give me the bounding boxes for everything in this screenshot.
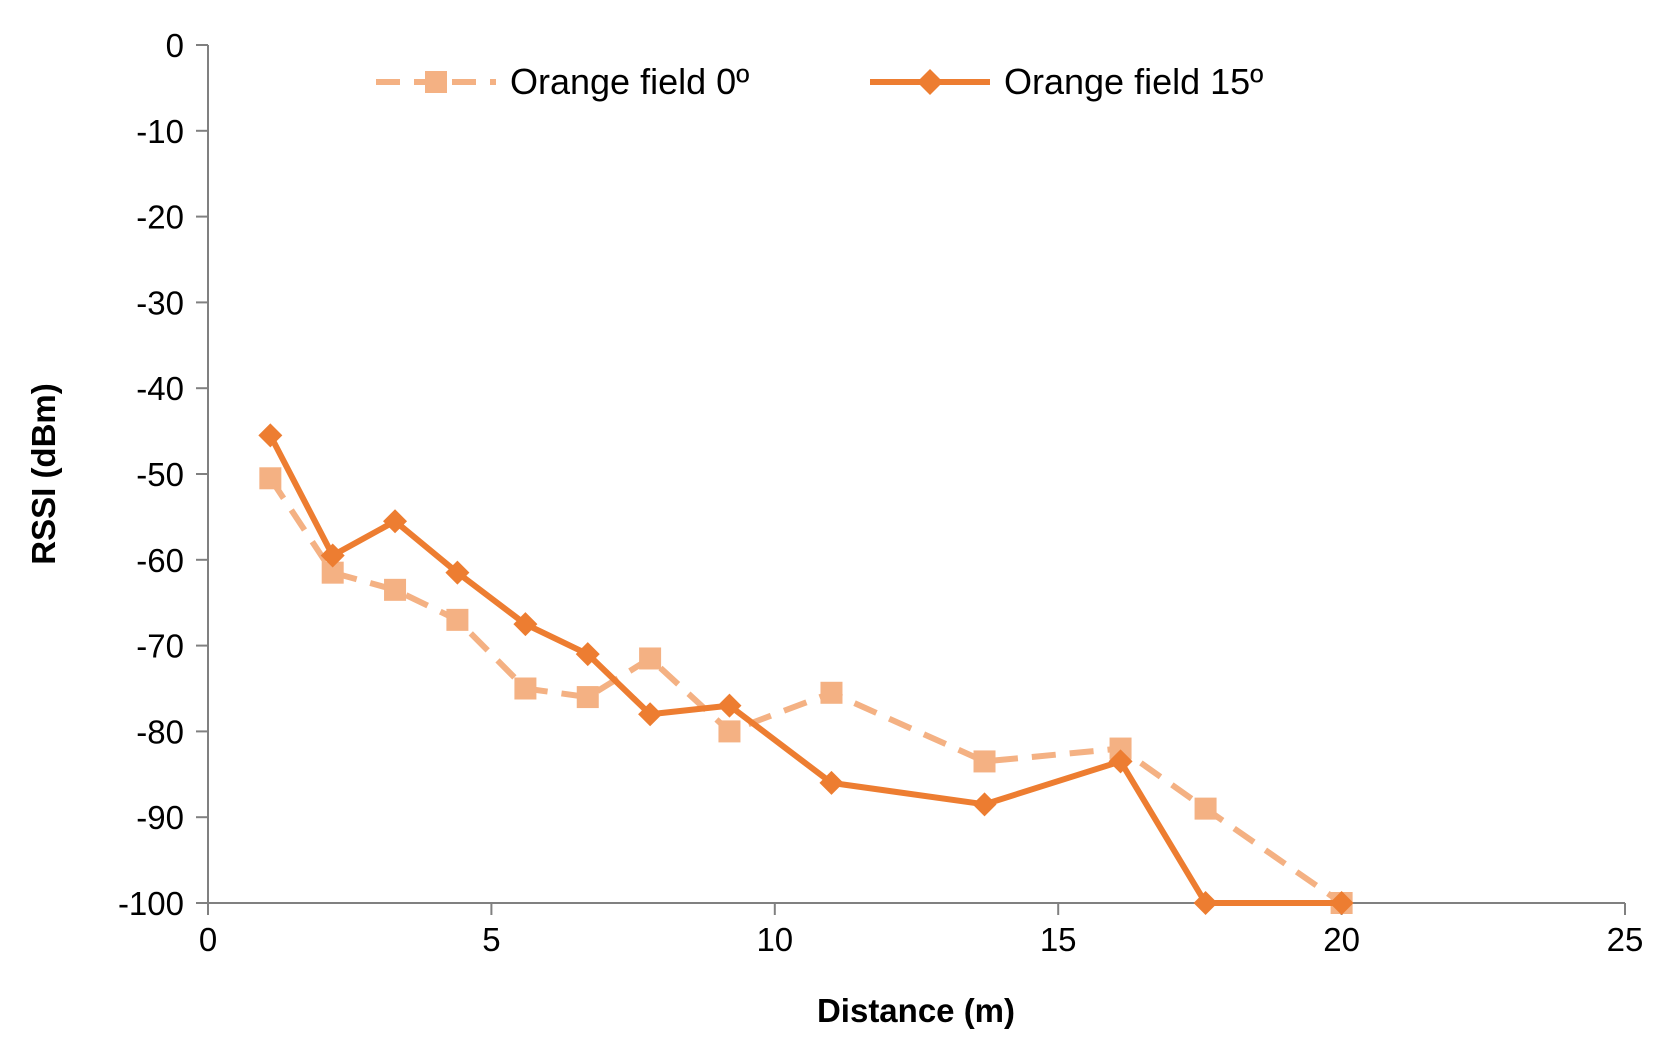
legend-item-orange-field-15: Orange field 15º bbox=[870, 61, 1263, 102]
series-layer bbox=[258, 423, 1354, 915]
y-tick-label: -10 bbox=[136, 113, 184, 150]
x-tick-label: 25 bbox=[1607, 921, 1644, 958]
y-tick-label: -70 bbox=[136, 628, 184, 665]
y-tick-label: -90 bbox=[136, 799, 184, 836]
data-point-diamond bbox=[513, 612, 538, 637]
x-axis-title: Distance (m) bbox=[817, 992, 1015, 1029]
axes bbox=[207, 45, 1625, 904]
legend-label-orange-field-0: Orange field 0º bbox=[510, 61, 749, 102]
data-point-diamond bbox=[320, 543, 345, 568]
data-point-square bbox=[718, 720, 741, 743]
x-tick-label: 20 bbox=[1323, 921, 1360, 958]
data-point-square bbox=[1109, 737, 1132, 760]
y-tick-label: -100 bbox=[118, 885, 184, 922]
y-axis-title: RSSI (dBm) bbox=[25, 383, 62, 565]
x-tick-label: 0 bbox=[199, 921, 217, 958]
data-point-diamond bbox=[1108, 749, 1133, 774]
data-point-diamond bbox=[445, 560, 470, 585]
data-point-square bbox=[576, 686, 599, 709]
data-point-square bbox=[820, 681, 843, 704]
data-point-square bbox=[321, 561, 344, 584]
data-point-diamond bbox=[819, 770, 844, 795]
data-point-square bbox=[639, 647, 662, 670]
legend-marker-diamond-icon bbox=[917, 69, 943, 95]
data-point-square bbox=[514, 677, 537, 700]
legend-item-orange-field-0: Orange field 0º bbox=[376, 61, 749, 102]
data-point-diamond bbox=[972, 792, 997, 817]
series-orange-field-0 bbox=[259, 467, 1353, 914]
data-point-square bbox=[384, 578, 407, 601]
data-point-diamond bbox=[638, 702, 663, 727]
y-tick-label: -20 bbox=[136, 199, 184, 236]
data-point-diamond bbox=[1193, 891, 1218, 915]
data-point-square bbox=[1194, 797, 1217, 820]
series-orange-field-15 bbox=[258, 423, 1354, 915]
y-tick-label: 0 bbox=[166, 27, 184, 64]
data-point-square bbox=[259, 467, 282, 490]
legend: Orange field 0º Orange field 15º bbox=[376, 61, 1263, 102]
data-point-diamond bbox=[258, 423, 283, 448]
y-ticks: 0 -10 -20 -30 -40 -50 -60 -70 -80 -90 -100 bbox=[118, 27, 208, 922]
data-point-diamond bbox=[383, 509, 408, 534]
x-tick-label: 15 bbox=[1040, 921, 1077, 958]
data-point-square bbox=[446, 608, 469, 631]
y-tick-label: -80 bbox=[136, 713, 184, 750]
y-tick-label: -40 bbox=[136, 370, 184, 407]
data-point-diamond bbox=[717, 693, 742, 718]
y-tick-label: -50 bbox=[136, 456, 184, 493]
x-ticks: 0 5 10 15 20 25 bbox=[199, 903, 1644, 958]
legend-marker-square-icon bbox=[425, 71, 447, 93]
y-tick-label: -60 bbox=[136, 542, 184, 579]
x-tick-label: 5 bbox=[482, 921, 500, 958]
series-line bbox=[267, 476, 1344, 906]
data-point-diamond bbox=[575, 642, 600, 667]
series-line bbox=[267, 434, 1342, 906]
y-tick-label: -30 bbox=[136, 284, 184, 321]
data-point-square bbox=[973, 750, 996, 773]
data-point-diamond bbox=[1329, 891, 1354, 915]
legend-label-orange-field-15: Orange field 15º bbox=[1004, 61, 1263, 102]
x-tick-label: 10 bbox=[756, 921, 793, 958]
